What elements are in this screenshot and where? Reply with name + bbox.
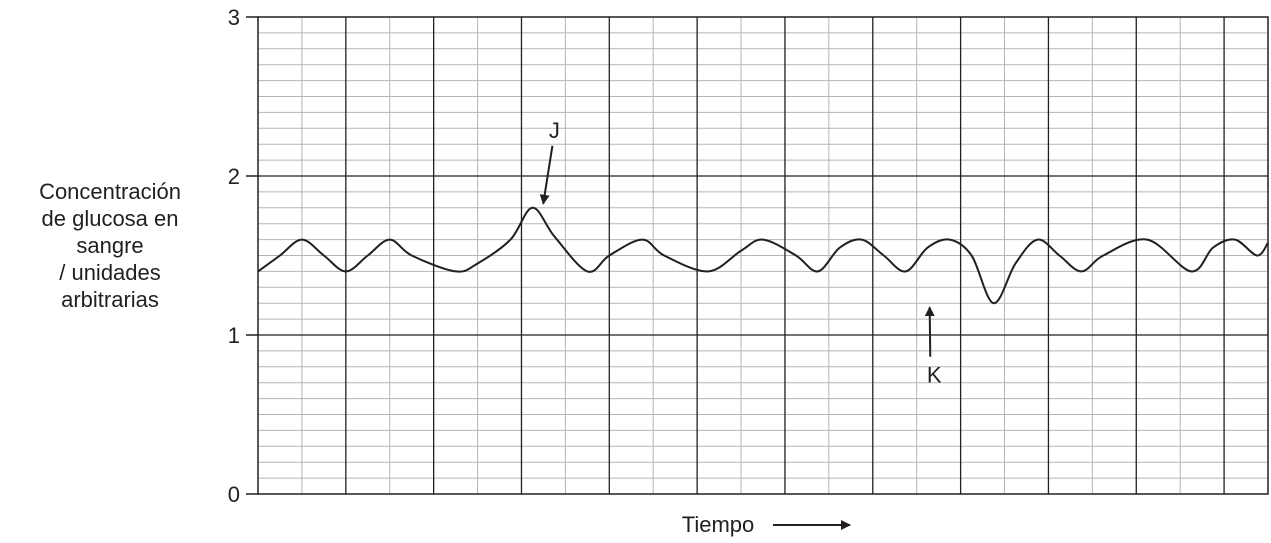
annotation-arrow-j xyxy=(539,145,554,205)
y-axis-label-line: Concentración xyxy=(39,179,181,204)
annotations: JK xyxy=(539,118,942,388)
y-tick-label: 2 xyxy=(228,164,240,189)
y-ticks: 0 1 2 3 xyxy=(228,5,258,507)
y-tick-label: 1 xyxy=(228,323,240,348)
y-axis-label-line: arbitrarias xyxy=(61,287,159,312)
annotation-label-j: J xyxy=(549,118,560,143)
y-tick-label: 0 xyxy=(228,482,240,507)
x-axis-label-group: Tiempo xyxy=(682,512,851,537)
axes xyxy=(257,16,1269,495)
plot-frame xyxy=(257,16,1269,495)
annotation-arrow-k xyxy=(924,306,935,357)
annotation-label-k: K xyxy=(927,363,942,388)
y-axis-label-line: / unidades xyxy=(59,260,161,285)
grid-major xyxy=(258,17,1268,494)
glucose-curve xyxy=(257,206,1269,305)
y-axis-label: Concentración de glucosa en sangre / uni… xyxy=(0,178,220,313)
grid-minor xyxy=(258,17,1268,494)
y-axis-label-line: sangre xyxy=(76,233,144,258)
y-tick-label: 3 xyxy=(228,5,240,30)
y-axis-label-line: de glucosa en xyxy=(41,206,179,231)
x-axis-label: Tiempo xyxy=(682,512,755,537)
